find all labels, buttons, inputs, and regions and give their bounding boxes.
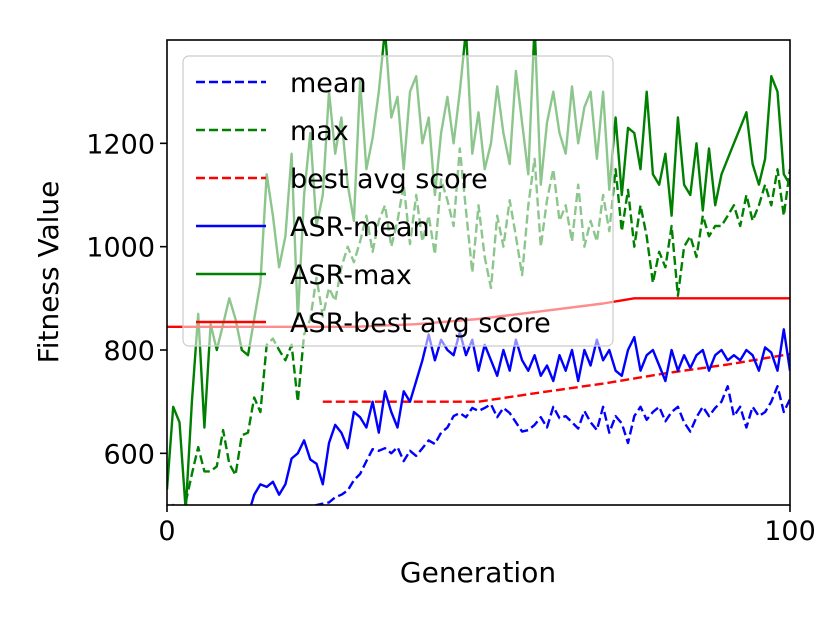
legend: mean max best avg score ASR-mean ASR-max ASR-… <box>182 55 614 347</box>
series-line-mean <box>290 385 790 505</box>
plot-frame <box>166 39 791 506</box>
legend-box <box>182 55 614 347</box>
legend-label-asr-best-avg-score: ASR-best avg score <box>290 308 551 339</box>
series-line-best-avg-score <box>322 352 790 403</box>
x-tick-label: 100 <box>764 516 816 547</box>
legend-label-best-avg-score: best avg score <box>290 164 488 195</box>
legend-label-asr-max: ASR-max <box>290 260 412 291</box>
y-axis-label: Fitness Value <box>32 181 65 364</box>
legend-label-max: max <box>290 116 349 147</box>
legend-label-mean: mean <box>290 68 367 99</box>
y-tick-label: 1200 <box>86 129 155 160</box>
x-tick-label: 0 <box>158 516 175 547</box>
legend-label-asr-mean: ASR-mean <box>290 212 430 243</box>
y-tick-label: 800 <box>103 336 155 367</box>
y-tick-label: 600 <box>103 439 155 470</box>
x-axis-ticks: 0 100 <box>158 505 816 547</box>
y-tick-label: 1000 <box>86 233 155 264</box>
series-line-asr-mean <box>249 328 790 505</box>
x-axis-label: Generation <box>400 556 556 589</box>
y-axis-ticks: 600 800 1000 1200 <box>86 129 167 470</box>
